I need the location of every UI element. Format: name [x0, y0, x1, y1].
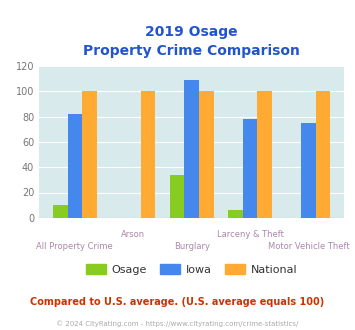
Bar — [199, 91, 214, 218]
Bar — [301, 123, 316, 218]
Bar — [257, 91, 272, 218]
Text: All Property Crime: All Property Crime — [37, 242, 113, 251]
Text: Burglary: Burglary — [174, 242, 210, 251]
Text: Motor Vehicle Theft: Motor Vehicle Theft — [268, 242, 349, 251]
Text: Larceny & Theft: Larceny & Theft — [217, 230, 284, 239]
Bar — [316, 91, 331, 218]
Legend: Osage, Iowa, National: Osage, Iowa, National — [82, 259, 302, 279]
Title: 2019 Osage
Property Crime Comparison: 2019 Osage Property Crime Comparison — [83, 25, 300, 58]
Bar — [141, 91, 155, 218]
Bar — [243, 119, 257, 218]
Text: Compared to U.S. average. (U.S. average equals 100): Compared to U.S. average. (U.S. average … — [31, 297, 324, 307]
Bar — [170, 175, 184, 218]
Bar — [82, 91, 97, 218]
Bar — [228, 210, 243, 218]
Bar — [53, 205, 67, 218]
Text: Arson: Arson — [121, 230, 145, 239]
Text: © 2024 CityRating.com - https://www.cityrating.com/crime-statistics/: © 2024 CityRating.com - https://www.city… — [56, 320, 299, 327]
Bar — [184, 80, 199, 218]
Bar — [67, 114, 82, 218]
